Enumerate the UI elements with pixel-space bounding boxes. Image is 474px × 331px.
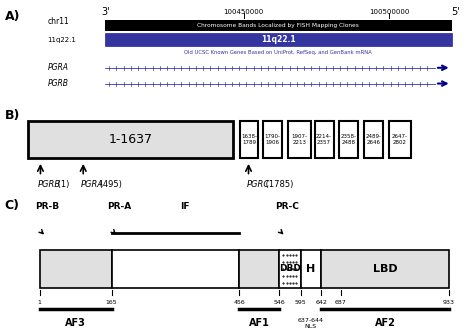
- Text: (495): (495): [97, 180, 122, 189]
- Bar: [279, 250, 301, 288]
- Text: B): B): [5, 109, 20, 122]
- Text: 165: 165: [106, 300, 118, 305]
- Text: Chromosome Bands Localized by FISH Mapping Clones: Chromosome Bands Localized by FISH Mappi…: [197, 23, 359, 28]
- Text: PGRA: PGRA: [47, 63, 68, 72]
- Bar: [239, 250, 279, 288]
- Text: 5': 5': [451, 7, 460, 17]
- Text: 1638-
1789: 1638- 1789: [241, 134, 257, 145]
- Bar: [389, 121, 411, 158]
- Text: 11q22.1: 11q22.1: [261, 35, 296, 44]
- Text: PGRA: PGRA: [81, 180, 104, 189]
- Bar: [301, 250, 321, 288]
- Text: Old UCSC Known Genes Based on UniProt, RefSeq, and GenBank mRNA: Old UCSC Known Genes Based on UniProt, R…: [184, 50, 372, 56]
- Text: 642: 642: [315, 300, 327, 305]
- Text: 100500000: 100500000: [369, 9, 410, 16]
- Bar: [339, 121, 358, 158]
- Text: 1790-
1906: 1790- 1906: [264, 134, 280, 145]
- Text: 2358-
2488: 2358- 2488: [341, 134, 357, 145]
- Text: AF3: AF3: [65, 318, 86, 328]
- Text: PGRC: PGRC: [246, 180, 270, 189]
- Text: 2214-
2357: 2214- 2357: [316, 134, 332, 145]
- Text: (1): (1): [55, 180, 69, 189]
- Text: 1907-
2213: 1907- 2213: [291, 134, 307, 145]
- Text: H: H: [306, 264, 316, 274]
- Text: 687: 687: [335, 300, 347, 305]
- Text: LBD: LBD: [373, 264, 398, 274]
- Text: IF: IF: [180, 202, 189, 211]
- Text: 2647-
2802: 2647- 2802: [392, 134, 408, 145]
- Text: PR-C: PR-C: [274, 202, 299, 211]
- Bar: [105, 33, 452, 46]
- Text: 100450000: 100450000: [224, 9, 264, 16]
- Text: 933: 933: [443, 300, 455, 305]
- Bar: [39, 250, 112, 288]
- Text: 11q22.1: 11q22.1: [47, 36, 76, 42]
- Bar: [263, 121, 282, 158]
- Text: 1: 1: [37, 300, 42, 305]
- Text: PR-A: PR-A: [107, 202, 131, 211]
- Bar: [28, 121, 233, 158]
- Text: A): A): [5, 10, 20, 23]
- Text: AF2: AF2: [375, 318, 396, 328]
- Text: PGRB: PGRB: [38, 180, 61, 189]
- Text: (1785): (1785): [263, 180, 293, 189]
- Text: 3': 3': [101, 7, 109, 17]
- Text: 595: 595: [295, 300, 307, 305]
- Text: AF1: AF1: [249, 318, 270, 328]
- Text: PGRB: PGRB: [47, 79, 68, 88]
- Bar: [364, 121, 383, 158]
- Bar: [240, 121, 258, 158]
- Bar: [105, 20, 452, 31]
- Text: 546: 546: [273, 300, 285, 305]
- Text: 1-1637: 1-1637: [109, 133, 153, 146]
- Text: PR-B: PR-B: [35, 202, 59, 211]
- Text: C): C): [5, 199, 20, 212]
- Bar: [315, 121, 334, 158]
- Text: 2489-
2646: 2489- 2646: [365, 134, 382, 145]
- Bar: [288, 121, 310, 158]
- Text: 456: 456: [234, 300, 246, 305]
- Text: DBD: DBD: [279, 264, 301, 273]
- Text: chr11: chr11: [47, 17, 69, 26]
- Text: 637-644
NLS: 637-644 NLS: [298, 318, 324, 329]
- Bar: [321, 250, 449, 288]
- Bar: [112, 250, 239, 288]
